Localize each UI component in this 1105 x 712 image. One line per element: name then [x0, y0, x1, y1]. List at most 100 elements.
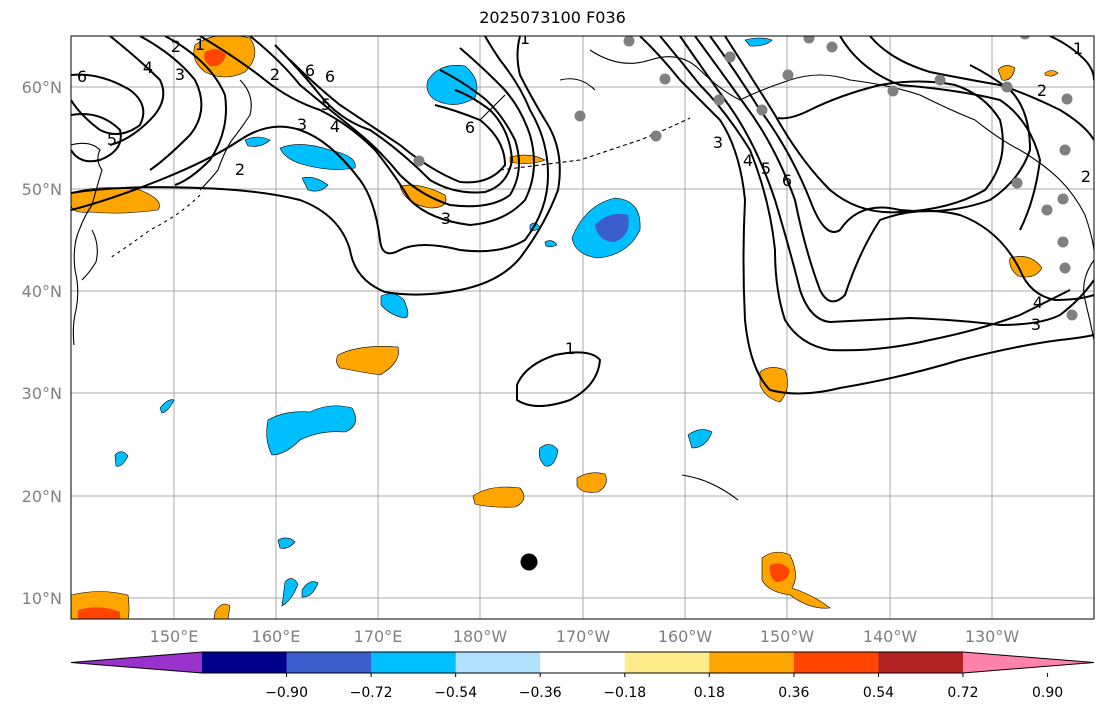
colorbar-outline	[70, 651, 1095, 674]
map-title: 2025073100 F036	[479, 8, 626, 27]
contour-label: 3	[1031, 315, 1041, 334]
colorbar-tick-label: −0.54	[434, 685, 477, 701]
map-frame	[70, 35, 1095, 620]
contour-4-west	[249, 36, 520, 208]
patch-blue	[380, 293, 409, 319]
station-marker	[782, 69, 794, 81]
station-marker	[803, 36, 815, 44]
contour-ne-top	[1049, 36, 1094, 81]
colorbar-bin	[624, 652, 710, 673]
patch-orange	[472, 486, 525, 508]
contour-6-left	[71, 73, 145, 135]
colorbar-bin	[455, 652, 541, 673]
coastline-hawaii	[681, 474, 739, 501]
patch-red	[769, 563, 790, 582]
station-marker	[1066, 309, 1078, 321]
contour-label: 1	[565, 339, 575, 358]
patch-blue	[426, 65, 478, 105]
contour-label: 6	[305, 61, 315, 80]
lat-labels: 10°N 20°N 30°N 40°N 50°N 60°N	[22, 78, 62, 608]
contour-4-east	[694, 36, 1094, 303]
colorbar-bin	[878, 652, 964, 673]
contour-label: 3	[441, 209, 451, 228]
patch-blue	[544, 240, 558, 248]
colorbar-bin	[793, 652, 879, 673]
coastlines	[71, 49, 1094, 501]
colorbar-tick-label: −0.72	[350, 685, 393, 701]
patch-orange	[509, 154, 546, 164]
contour-label: 5	[321, 95, 331, 114]
contour-label: 3	[297, 115, 307, 134]
station-marker	[1057, 236, 1069, 248]
contour-label: 6	[325, 67, 335, 86]
colorbar-tick-label: −0.18	[603, 685, 646, 701]
shaded-patches	[71, 36, 1059, 619]
station-marker	[934, 74, 946, 86]
colorbar-tick-label: −0.36	[519, 685, 562, 701]
contour-label: 2	[1037, 81, 1047, 100]
patch-blue	[266, 405, 357, 456]
station-markers	[413, 36, 1078, 321]
station-marker	[826, 41, 838, 53]
colorbar-bin	[286, 652, 372, 673]
patch-blue	[244, 136, 271, 147]
station-marker	[1059, 144, 1071, 156]
contour-label: 5	[761, 159, 771, 178]
contour-label: 3	[175, 65, 185, 84]
colorbar-bin	[709, 652, 795, 673]
patch-blue	[281, 578, 299, 607]
colorbar-tick-label: 0.18	[694, 685, 725, 701]
contour-2-east	[659, 36, 1071, 352]
contour-label: 2	[1081, 167, 1091, 186]
coastline-sakhalin	[81, 229, 98, 281]
contour-2-west	[71, 36, 550, 255]
contour-1-pacific	[516, 351, 602, 407]
station-marker	[1001, 81, 1013, 93]
colorbar-tick-label: −0.90	[265, 685, 308, 701]
station-marker	[887, 85, 899, 97]
coastline-kuril	[109, 194, 201, 259]
lon-label: 130°W	[965, 627, 1020, 646]
station-marker	[724, 51, 736, 63]
patch-orange	[1044, 70, 1059, 77]
patch-blue	[301, 581, 319, 598]
patch-red	[204, 49, 226, 67]
station-marker	[1061, 93, 1073, 105]
patch-blue	[744, 37, 773, 47]
lon-label: 170°W	[556, 627, 611, 646]
colorbar-tick-label: 0.36	[778, 685, 809, 701]
colorbar-tick-label: 0.54	[863, 685, 894, 701]
contour-1-east	[639, 36, 1094, 395]
patch-orange	[576, 472, 607, 493]
contour-label: 1	[1073, 39, 1083, 58]
coastline-siberia	[71, 142, 103, 346]
patch-orange	[761, 551, 831, 609]
contour-label: 6	[782, 171, 792, 190]
contour-label: 2	[270, 65, 280, 84]
station-marker	[1059, 262, 1071, 274]
colorbar-extension-low	[71, 652, 202, 673]
contour-label: 1	[195, 35, 205, 54]
contour-3-east	[679, 36, 1094, 327]
coastline-alaska	[589, 49, 1094, 251]
patch-navy	[595, 213, 629, 242]
station-marker	[1011, 177, 1023, 189]
colorbar-bin	[540, 652, 626, 673]
contour-label: 1	[520, 29, 530, 48]
contour-5-left	[71, 113, 122, 163]
contour-5-west	[274, 44, 514, 194]
lon-label: 140°W	[863, 627, 918, 646]
lon-label: 150°W	[760, 627, 815, 646]
patch-blue	[538, 444, 559, 467]
contour-label: 3	[713, 133, 723, 152]
colorbar-tick-label: 0.90	[1032, 685, 1063, 701]
lon-labels: 150°E 160°E 170°E 180°W 170°W 160°W 150°…	[150, 627, 1020, 646]
lat-label: 60°N	[22, 78, 62, 97]
center-marker	[520, 553, 538, 571]
coastline-kamchatka	[199, 79, 252, 191]
contour-2-left	[164, 36, 227, 186]
contour-ring-ne-2	[869, 36, 1094, 141]
lat-label: 20°N	[22, 487, 62, 506]
lon-label: 170°E	[354, 627, 403, 646]
patch-orange	[336, 346, 399, 376]
